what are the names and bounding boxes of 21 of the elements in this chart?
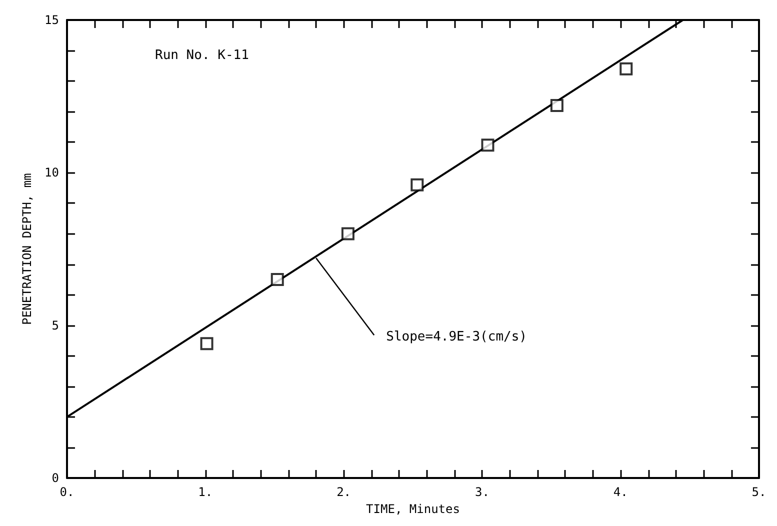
y-tick-label: 10 xyxy=(44,166,59,180)
y-tick-label: 15 xyxy=(44,13,59,27)
x-tick-label: 5. xyxy=(752,485,766,499)
x-tick-label: 2. xyxy=(336,485,352,499)
y-axis-title: PENETRATION DEPTH, mm xyxy=(20,173,34,325)
point xyxy=(200,337,214,350)
point xyxy=(270,273,284,286)
x-tick-label: 4. xyxy=(613,485,628,499)
x-axis-title: TIME, Minutes xyxy=(366,502,460,516)
x-tick-label: 3. xyxy=(474,485,490,499)
point xyxy=(550,98,564,112)
y-tick-label: 0 xyxy=(52,471,59,485)
y-tick-label: 5 xyxy=(52,318,59,332)
text: Run No. K-11 xyxy=(155,48,249,63)
x-tick-label: 0. xyxy=(60,485,74,499)
point xyxy=(481,138,494,152)
point xyxy=(410,178,424,192)
point xyxy=(341,227,354,240)
x-tick-label: 1. xyxy=(198,485,213,499)
annotation: Slope=4.9E-3(cm/s) xyxy=(386,330,528,345)
point xyxy=(620,62,633,76)
